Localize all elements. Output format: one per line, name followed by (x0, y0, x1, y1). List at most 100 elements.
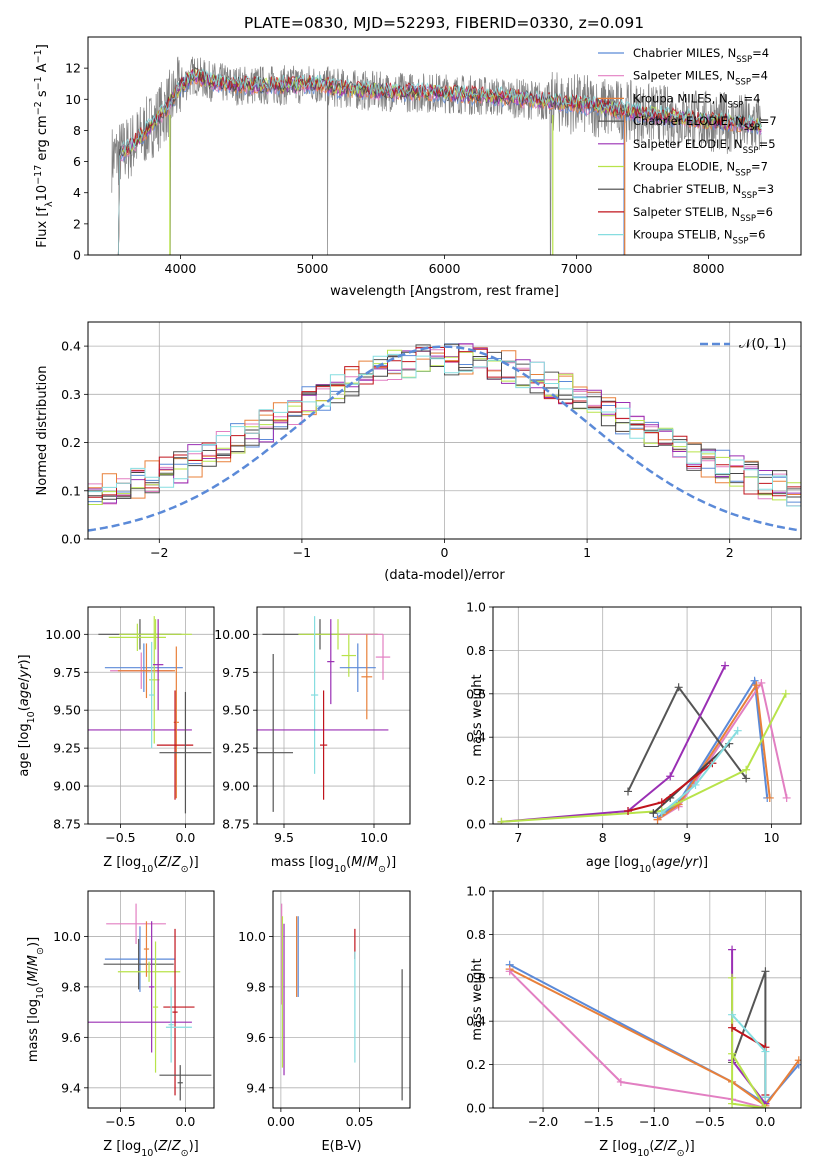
y-tick-label: 0.2 (61, 435, 81, 450)
y-axis-label: mass [log10(M/M⊙)] (26, 937, 46, 1062)
y-tick-label: 10.00 (214, 627, 250, 642)
x-tick-label: 0.00 (267, 1114, 295, 1129)
panel-mass_vs_ebv: 0.00 0.05 9.4 9.6 9.8 10.0 E(B-V) (238, 890, 411, 1154)
weight-point (750, 676, 759, 685)
y-tick-label: 10.0 (238, 929, 266, 944)
weight-point (728, 1010, 737, 1019)
x-axis-label: Z [log10(Z/Z⊙)] (103, 1139, 198, 1159)
y-tick-label: 9.8 (61, 979, 81, 994)
weight-point (624, 787, 633, 796)
y-tick-label: 0.0 (466, 1101, 486, 1116)
weight-point (505, 967, 514, 976)
weight-point (794, 1056, 801, 1065)
y-tick-label: 9.00 (222, 779, 250, 794)
residual-histogram (88, 353, 801, 507)
y-tick-label: 9.50 (222, 703, 250, 718)
x-tick-label: −0.5 (105, 830, 135, 845)
weight-point (761, 1093, 770, 1102)
weight-point (691, 780, 700, 789)
weight-point (657, 798, 666, 807)
y-tick-label: 10.0 (53, 929, 81, 944)
legend-entry: 𝒩(0, 1) (739, 337, 786, 352)
weight-point (728, 1049, 737, 1058)
x-tick-label: 1 (583, 545, 591, 560)
axes-frame (492, 606, 802, 825)
plot-area (505, 945, 801, 1108)
plot-area (257, 616, 391, 812)
weight-point (781, 689, 790, 698)
x-tick-label: 2 (726, 545, 734, 560)
axes-frame (87, 36, 802, 256)
x-tick-label: 8000 (693, 261, 725, 276)
panel-spectrum: 4000 5000 6000 7000 8000 0 2 4 6 8 10 12 wavelength … (33, 36, 802, 299)
x-tick-label: −2 (150, 545, 168, 560)
y-axis-label: mass weight (470, 958, 485, 1040)
y-tick-label: 8 (73, 123, 81, 138)
axes-frame (87, 321, 802, 540)
x-tick-label: 6000 (429, 261, 461, 276)
axes-frame (272, 890, 411, 1109)
weight-series (656, 682, 771, 821)
y-tick-label: 0.4 (61, 339, 81, 354)
x-axis-label: Z [log10(Z/Z⊙)] (103, 855, 198, 875)
weight-point (742, 765, 751, 774)
y-tick-label: 12 (65, 61, 81, 76)
axes-frame (256, 606, 411, 825)
y-tick-label: 0 (73, 248, 81, 263)
x-axis-label: (data-model)/error (384, 568, 505, 583)
weight-point (653, 815, 662, 824)
x-axis-label: wavelength [Angstrom, rest frame] (330, 284, 559, 299)
y-tick-label: 9.4 (246, 1080, 266, 1095)
x-tick-label: −2.0 (528, 1114, 558, 1129)
y-tick-label: 9.00 (53, 779, 81, 794)
weight-series (508, 970, 766, 1108)
panel-weight_vs_age: 7 8 9 10 0.0 0.2 0.4 0.6 0.8 1.0 age [log10(age/yr… (466, 600, 802, 875)
weight-point (616, 1077, 625, 1086)
y-axis-label: Normed distribution (35, 366, 50, 496)
x-tick-label: 0.0 (175, 1114, 195, 1129)
model-spectrum (117, 68, 762, 255)
weight-point (742, 774, 751, 783)
weight-point (728, 1099, 737, 1108)
legend-entry: Chabrier STELIB, NSSP=3 (633, 182, 774, 201)
legend-entry: Salpeter STELIB, NSSP=6 (633, 205, 773, 224)
weight-point (624, 806, 633, 815)
weight-point (733, 726, 742, 735)
weight-point (757, 678, 766, 687)
x-tick-label: 10 (764, 830, 780, 845)
weight-point (497, 817, 506, 824)
y-tick-label: 9.6 (61, 1030, 81, 1045)
x-tick-label: 4000 (165, 261, 197, 276)
y-axis-label: age [log10(age/yr)] (17, 654, 37, 776)
plot-area (281, 903, 403, 1101)
legend-entry: Kroupa ELODIE, NSSP=7 (633, 160, 768, 179)
legend-entry: Kroupa STELIB, NSSP=6 (633, 228, 765, 247)
y-tick-label: 0.8 (466, 643, 486, 658)
x-tick-label: 0 (441, 545, 449, 560)
y-tick-label: 1.0 (466, 600, 486, 615)
y-tick-label: 9.4 (61, 1080, 81, 1095)
x-axis-label: mass [log10(M/M⊙)] (271, 855, 396, 875)
axes-frame (87, 890, 215, 1109)
legend-entry: Kroupa MILES, NSSP=4 (633, 91, 760, 110)
weight-point (657, 809, 666, 818)
weight-point (782, 793, 791, 802)
x-axis-label: Z [log10(Z/Z⊙)] (599, 1139, 694, 1159)
weight-point (666, 772, 675, 781)
y-tick-label: 9.25 (53, 741, 81, 756)
plot-area (88, 616, 212, 814)
x-tick-label: 8 (599, 830, 607, 845)
panel-age_vs_mass: 9.5 10.0 8.75 9.00 9.25 9.50 9.75 10.00 mass [lo… (214, 606, 411, 875)
panel-residuals: −2 −1 0 1 2 0.0 0.1 0.2 0.3 0.4 𝒩(0, 1) (data-model… (35, 321, 802, 583)
y-tick-label: 8.75 (222, 817, 250, 832)
weight-series (501, 693, 787, 823)
x-tick-label: 9 (683, 830, 691, 845)
x-tick-label: −0.5 (695, 1114, 725, 1129)
weight-point (728, 1023, 737, 1032)
x-axis-label: age [log10(age/yr)] (586, 855, 708, 875)
x-tick-label: −0.5 (105, 1114, 135, 1129)
legend-entry: Chabrier MILES, NSSP=4 (633, 46, 769, 65)
legend-entry: Salpeter MILES, NSSP=4 (633, 69, 768, 88)
y-tick-label: 0.6 (466, 970, 486, 985)
